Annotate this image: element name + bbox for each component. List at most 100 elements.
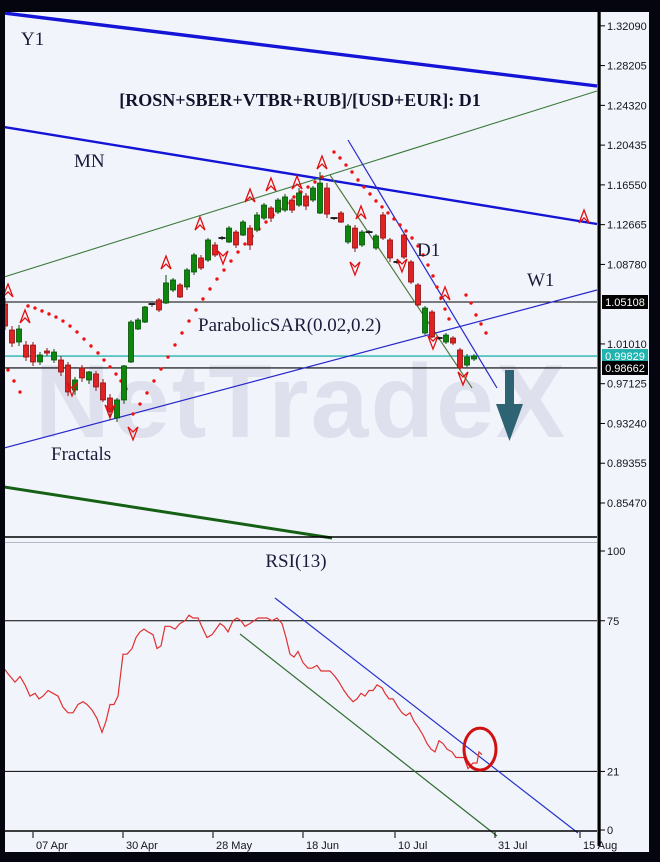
- y1-trendline: [5, 12, 598, 88]
- sar-dot: [386, 211, 390, 215]
- sar-dot: [380, 205, 384, 209]
- date-label: 10 Jul: [398, 840, 427, 852]
- fractal-down-arrow: [396, 258, 408, 274]
- candlestick: [338, 212, 344, 223]
- sar-dot: [194, 308, 198, 312]
- price-tick-label: 1.20435: [607, 140, 647, 152]
- fractal-up-arrow: [578, 208, 590, 224]
- price-tick-label: 1.32090: [607, 21, 647, 33]
- sar-dot: [173, 343, 177, 347]
- candlestick: [114, 399, 120, 419]
- fractal-up-arrow: [265, 176, 277, 192]
- rsi-tick-label: 0: [607, 825, 613, 837]
- fractal-up-arrow: [316, 154, 328, 170]
- date-label: 31 Jul: [498, 840, 527, 852]
- candlestick: [191, 254, 197, 273]
- candlestick: [121, 365, 127, 401]
- price-tick-label: 1.16550: [607, 180, 647, 192]
- candlestick: [177, 284, 183, 298]
- sar-dot: [410, 236, 414, 240]
- mn-trendline: [5, 125, 598, 226]
- candlestick: [268, 207, 274, 219]
- fractal-up-arrow: [439, 285, 451, 301]
- candlestick: [380, 214, 386, 239]
- down-arrow-shaft: [505, 370, 514, 408]
- candlestick: [443, 334, 449, 343]
- candlestick: [233, 231, 239, 246]
- sar-dot: [362, 185, 366, 189]
- sar-dot: [82, 337, 86, 341]
- candlestick: [93, 373, 99, 388]
- olive-falling-channel: [329, 174, 473, 389]
- candlestick: [415, 284, 421, 306]
- label-w1-timeframe: W1: [527, 270, 554, 291]
- candlestick: [128, 321, 134, 363]
- sar-dot: [398, 223, 402, 227]
- sar-dot: [392, 217, 396, 221]
- sar-dot: [431, 274, 435, 278]
- candlestick: [282, 196, 288, 211]
- price-badge-label: 1.05108: [605, 297, 645, 309]
- sar-dot: [215, 277, 219, 281]
- sar-dot: [243, 242, 247, 246]
- date-label: 07 Apr: [36, 840, 68, 852]
- price-badge-teal: [602, 349, 648, 364]
- sar-dot: [180, 331, 184, 335]
- candlestick: [429, 311, 435, 338]
- candlestick: [205, 239, 211, 261]
- price-tick-label: 1.08780: [607, 259, 647, 271]
- sar-dot: [159, 367, 163, 371]
- sar-dot: [447, 317, 451, 321]
- candlestick: [107, 397, 113, 413]
- candlestick: [86, 371, 92, 381]
- price-badge-black: [602, 295, 648, 309]
- sar-dot: [18, 390, 22, 394]
- rsi-highlight-circle: [462, 726, 498, 772]
- chart-canvas[interactable]: NetTradeX 1.320901.282051.243201.204351.…: [5, 12, 649, 852]
- label-rsi-indicator: RSI(13): [265, 551, 326, 572]
- sar-dot: [464, 293, 468, 297]
- candlestick: [226, 227, 232, 243]
- candlestick: [37, 354, 43, 363]
- fractal-up-arrow: [5, 282, 14, 298]
- candlestick: [23, 344, 29, 358]
- candlestick: [100, 382, 106, 401]
- price-badge-black: [602, 360, 648, 375]
- fractals-layer: [5, 154, 590, 442]
- label-d1-timeframe: D1: [417, 240, 440, 261]
- candlestick: [51, 351, 57, 361]
- candlestick: [156, 299, 162, 311]
- sar-dot: [356, 178, 360, 182]
- candlestick: [79, 367, 85, 379]
- label-mn-timeframe: MN: [74, 151, 105, 172]
- sar-dot: [75, 330, 79, 334]
- sar-dot: [374, 199, 378, 203]
- sar-dot: [208, 287, 212, 291]
- candlestick: [296, 192, 302, 206]
- rsi-blue-resistance: [274, 597, 579, 834]
- sar-dot: [479, 322, 483, 326]
- sar-dot: [469, 301, 473, 305]
- fractal-up-arrow: [160, 254, 172, 270]
- sar-dot: [152, 379, 156, 383]
- candlestick: [422, 307, 428, 334]
- date-label: 28 May: [216, 840, 253, 852]
- candlestick: [450, 337, 456, 344]
- sar-dot: [306, 185, 310, 189]
- sar-dot: [222, 268, 226, 272]
- candlestick: [30, 344, 36, 363]
- price-tick-label: 1.01010: [607, 339, 647, 351]
- rsi-layer: [5, 597, 597, 837]
- sar-dot: [368, 192, 372, 196]
- sar-dot: [338, 156, 342, 160]
- candlestick: [345, 225, 351, 243]
- candlestick: [408, 261, 414, 283]
- sar-dot: [47, 312, 51, 316]
- candlestick: [457, 349, 463, 369]
- candlestick: [324, 187, 330, 215]
- price-axis: 1.32090 1.28205 1.24320 1.20435 1.16550 1.126…: [598, 21, 648, 510]
- candlestick: [261, 204, 267, 219]
- sar-dot: [332, 150, 336, 154]
- candlestick: [16, 328, 22, 343]
- price-tick-label: 0.93240: [607, 418, 647, 430]
